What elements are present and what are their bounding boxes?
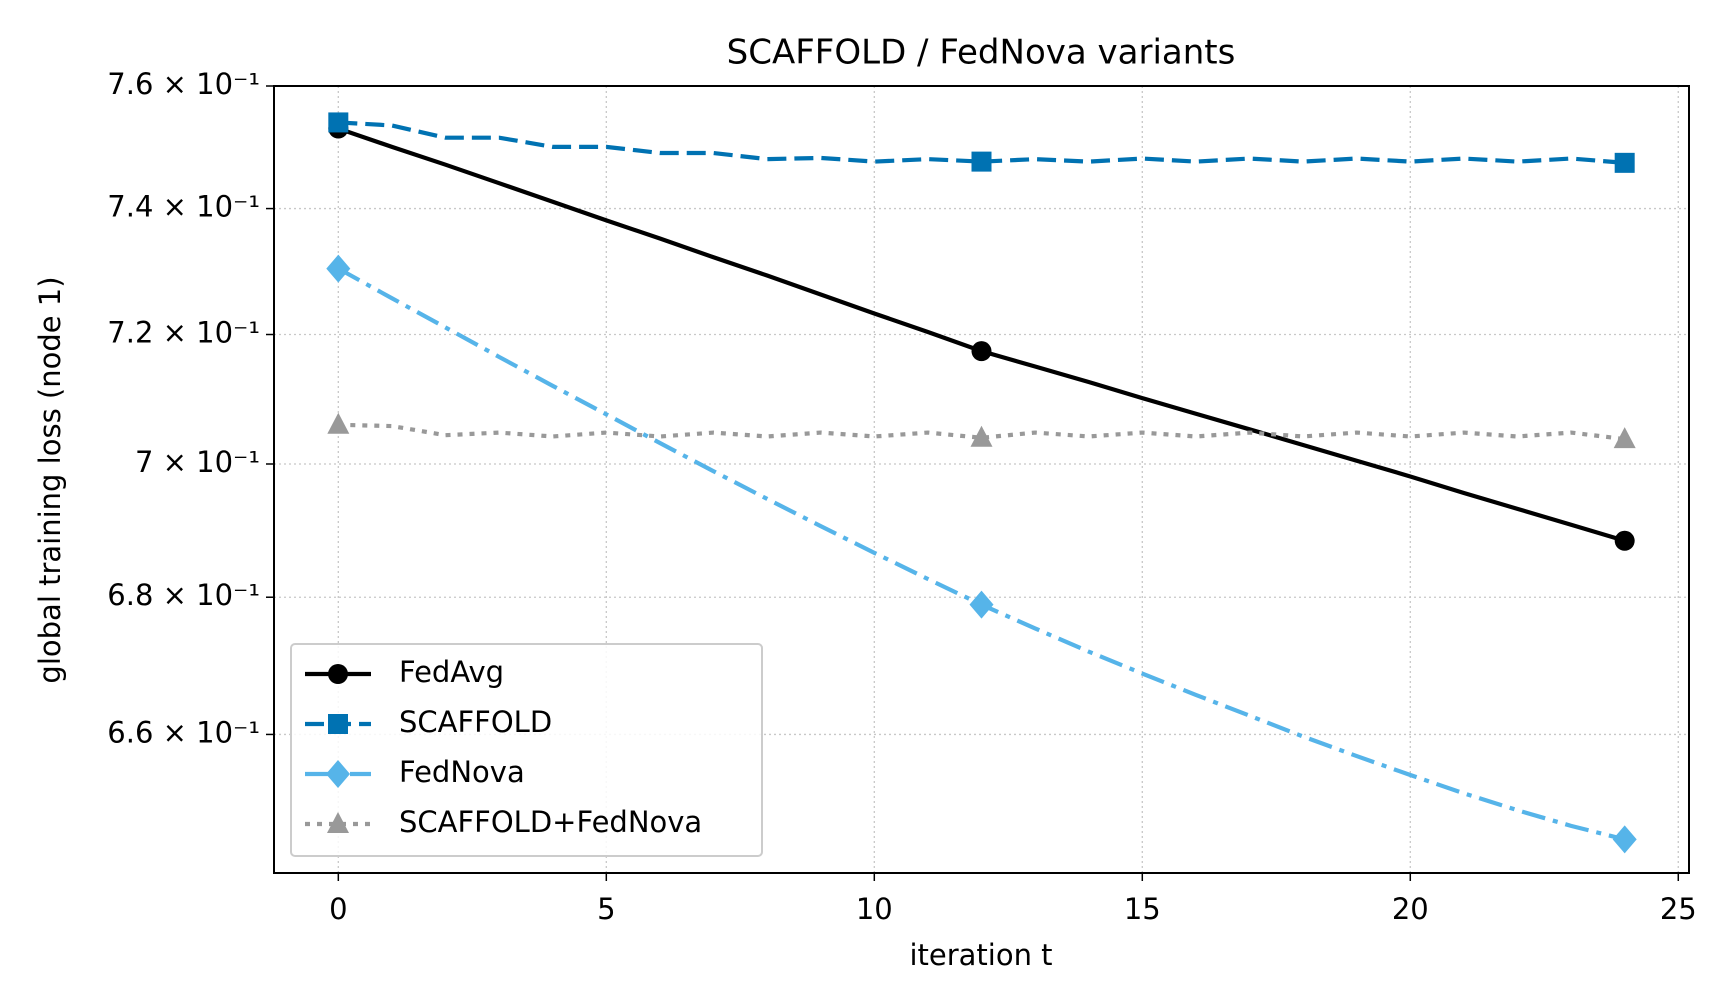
y-tick-label: 7.2 × 10⁻¹ [107,316,260,350]
x-tick-label: 20 [1392,892,1429,926]
chart-title: SCAFFOLD / FedNova variants [727,33,1236,73]
x-tick-label: 10 [856,892,893,926]
marker [1614,152,1635,173]
marker [969,590,994,619]
legend-label: SCAFFOLD [399,705,552,739]
y-tick-label: 6.6 × 10⁻¹ [107,715,260,749]
series-line [338,120,1625,165]
x-tick-label: 0 [329,892,347,926]
legend-marker [328,664,348,684]
legend-marker [327,812,349,833]
y-axis-label: global training loss (node 1) [33,276,67,683]
x-axis-label: iteration t [909,938,1052,972]
plot-frame [273,85,1690,874]
marker [327,412,350,434]
y-tick-label: 6.8 × 10⁻¹ [107,578,260,612]
legend-label: FedNova [399,755,525,789]
x-tick-label: 25 [1660,892,1697,926]
marker [971,151,992,172]
y-tick-label: 7 × 10⁻¹ [135,445,260,479]
legend-label: SCAFFOLD+FedNova [399,805,702,839]
marker [328,112,349,133]
legend-marker [326,760,350,788]
marker [1612,825,1637,854]
y-tick-label: 7.4 × 10⁻¹ [107,190,260,224]
marker [970,425,993,447]
legend: FedAvg SCAFFOLD FedNova SCAFFOLD+FedNova [290,643,763,857]
legend-label: FedAvg [399,655,504,689]
marker [326,254,351,283]
marker [971,341,992,362]
legend-frame [290,643,763,857]
legend-marker [328,714,348,734]
x-tick-label: 15 [1124,892,1161,926]
y-tick-label: 7.6 × 10⁻¹ [107,67,260,101]
x-tick-label: 5 [597,892,615,926]
marker [1613,427,1636,449]
marker [1614,530,1635,551]
